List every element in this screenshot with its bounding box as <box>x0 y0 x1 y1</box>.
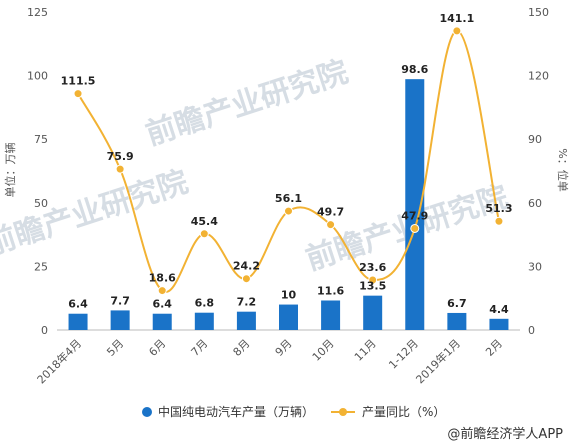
bar-value-label: 13.5 <box>359 280 386 293</box>
x-tick-label: 2018年4月 <box>34 336 84 386</box>
bar <box>68 313 88 330</box>
bar <box>236 311 256 330</box>
source-credit: @前瞻经济学人APP <box>447 426 563 442</box>
y-right-axis-title: %：位单 <box>556 148 570 191</box>
watermark-text: 前瞻产业研究院 <box>142 54 353 152</box>
bar <box>447 312 467 330</box>
line-point <box>284 206 293 216</box>
y-right-tick-label: 0 <box>528 324 535 337</box>
line-point <box>368 275 378 285</box>
line-point <box>326 220 336 230</box>
watermark-layer: 前瞻产业研究院前瞻产业研究院前瞻产业研究院 <box>0 54 512 277</box>
bar-value-label: 6.4 <box>152 298 172 311</box>
line-point <box>241 274 251 284</box>
bar-value-label: 6.8 <box>195 297 215 310</box>
y-left-tick-label: 50 <box>34 197 48 210</box>
data-labels: 6.4 7.7 6.4 6.8 7.2 10 11.6 13.5 98.6 6.7 4.4 111.5… <box>61 12 513 316</box>
line-point <box>73 89 83 99</box>
line-point <box>157 286 167 296</box>
line-point <box>199 229 209 239</box>
x-tick-label: 2019年1月 <box>413 336 463 386</box>
legend-bar-label: 中国纯电动汽车产量（万辆） <box>158 404 314 419</box>
bar <box>405 79 425 331</box>
bar <box>363 295 383 330</box>
bar-value-label: 10 <box>281 289 297 302</box>
line-value-label: 45.4 <box>191 215 218 228</box>
bar <box>279 304 298 330</box>
legend-line-label: 产量同比（%） <box>362 405 445 419</box>
y-right-tick-label: 30 <box>528 260 542 273</box>
bar-value-label: 7.7 <box>110 294 130 307</box>
y-left-tick-label: 25 <box>34 260 48 273</box>
bar-value-label: 11.6 <box>317 284 344 297</box>
line-value-label: 49.7 <box>317 206 344 219</box>
line-point <box>115 164 125 174</box>
line-value-label: 75.9 <box>107 150 134 163</box>
x-tick-label: 10月 <box>310 337 337 364</box>
bar-value-label: 98.6 <box>401 63 428 76</box>
y-left-tick-label: 100 <box>27 70 48 83</box>
x-tick-label: 11月 <box>352 337 379 364</box>
bar <box>194 312 214 330</box>
bar <box>110 310 130 330</box>
bar-series <box>68 79 509 331</box>
x-tick-label: 2月 <box>483 337 505 359</box>
y-right-tick-label: 120 <box>528 70 549 83</box>
line-value-label: 47.9 <box>401 209 428 222</box>
y-left-tick-label: 0 <box>41 324 48 337</box>
line-value-label: 111.5 <box>61 75 96 88</box>
line-value-label: 23.6 <box>359 261 386 274</box>
line-path <box>77 29 500 293</box>
bar-value-label: 6.7 <box>447 297 467 310</box>
x-tick-label: 7月 <box>189 337 211 359</box>
bar-value-label: 7.2 <box>237 296 257 309</box>
bar <box>489 318 509 330</box>
x-tick-label: 1-12月 <box>386 337 421 372</box>
legend-bar-marker <box>142 407 152 417</box>
y-left-tick-label: 125 <box>27 6 48 19</box>
line-point <box>410 223 420 233</box>
line-value-label: 141.1 <box>439 12 474 25</box>
line-point <box>452 26 462 36</box>
line-series <box>73 26 504 296</box>
line-value-label: 18.6 <box>149 272 176 285</box>
y-right-tick-label: 60 <box>528 197 542 210</box>
watermark-text: 前瞻产业研究院 <box>0 164 192 262</box>
x-tick-label: 8月 <box>231 337 253 359</box>
legend: 中国纯电动汽车产量（万辆） 产量同比（%） <box>142 404 445 419</box>
bar <box>152 313 172 330</box>
legend-line-marker <box>339 408 347 416</box>
x-tick-label: 6月 <box>146 337 168 359</box>
y-left-axis-title: 单位：万辆 <box>3 143 17 198</box>
line-value-label: 56.1 <box>275 192 302 205</box>
line-point <box>494 216 504 226</box>
line-value-label: 51.3 <box>485 202 512 215</box>
x-tick-label: 9月 <box>273 337 295 359</box>
x-tick-label: 5月 <box>104 337 126 359</box>
y-right-tick-label: 90 <box>528 133 542 146</box>
bar <box>321 300 341 330</box>
bar-value-label: 4.4 <box>489 303 509 316</box>
y-right-tick-label: 150 <box>528 6 549 19</box>
y-left-tick-label: 75 <box>34 133 48 146</box>
bar-value-label: 6.4 <box>68 298 88 311</box>
line-value-label: 24.2 <box>233 260 260 273</box>
